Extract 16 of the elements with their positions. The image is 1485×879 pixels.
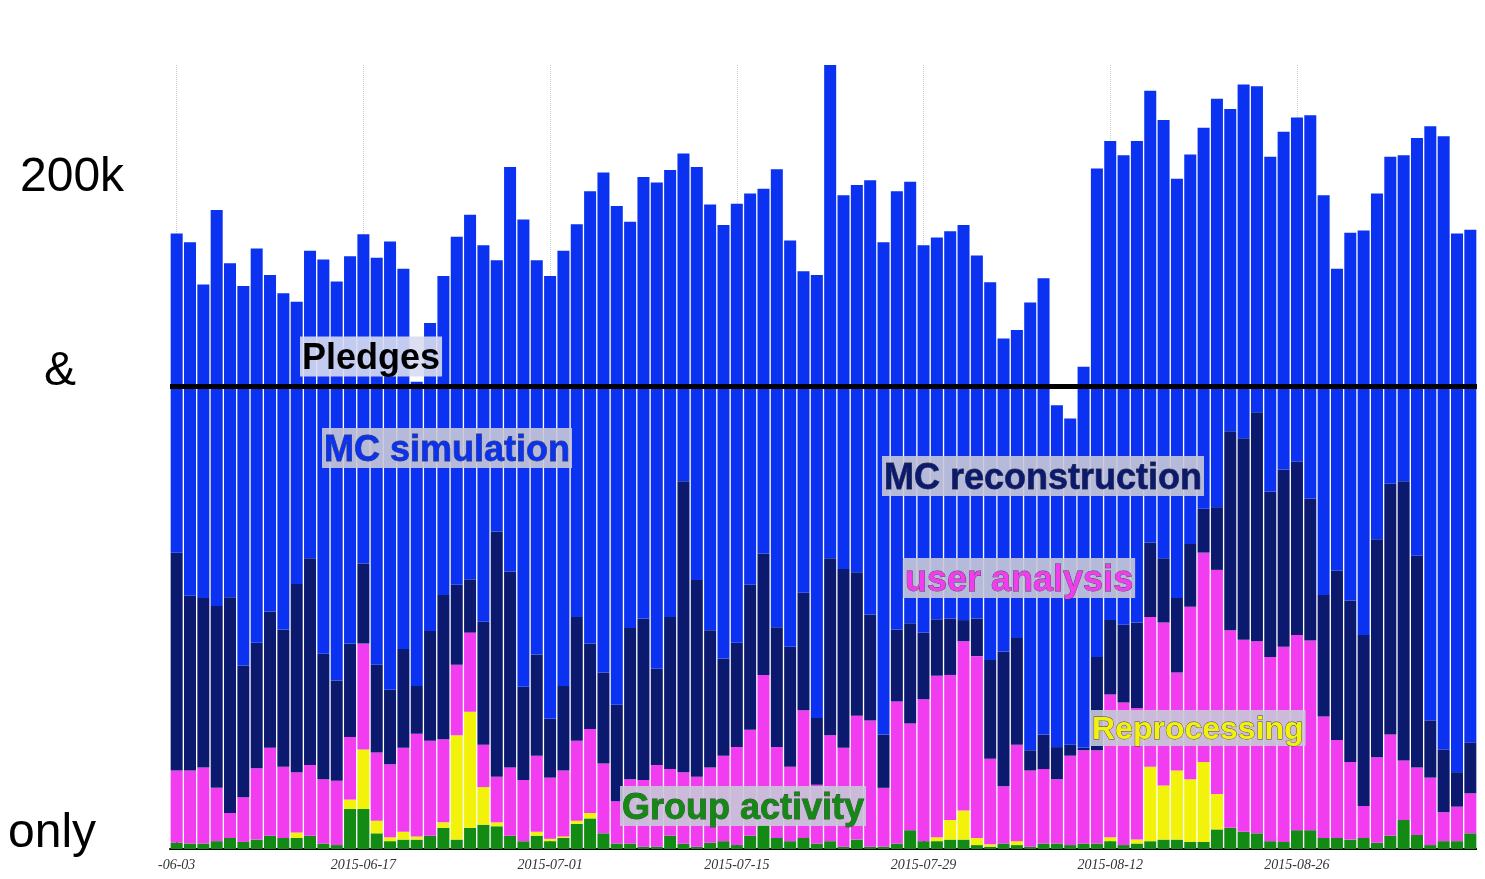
series-label: Group activity xyxy=(622,785,865,827)
x-tick-label: -06-03 xyxy=(158,856,196,872)
ref-line-label: Pledges xyxy=(302,335,441,377)
x-tick-label: 2015-08-12 xyxy=(1077,856,1143,872)
x-tick-label: 2015-06-17 xyxy=(330,856,398,872)
text: only xyxy=(8,803,97,857)
text: & xyxy=(44,341,77,395)
x-tick-label: 2015-07-01 xyxy=(517,856,583,872)
series-label: user analysis xyxy=(905,557,1134,599)
text: 200k xyxy=(20,147,126,201)
x-tick-label: 2015-08-26 xyxy=(1264,856,1330,872)
x-tick-label: 2015-07-29 xyxy=(890,856,957,872)
series-label: MC reconstruction xyxy=(884,455,1203,497)
x-tick-label: 2015-07-15 xyxy=(704,856,770,872)
series-label: Reprocessing xyxy=(1092,710,1304,746)
series-label: MC simulation xyxy=(324,427,571,469)
